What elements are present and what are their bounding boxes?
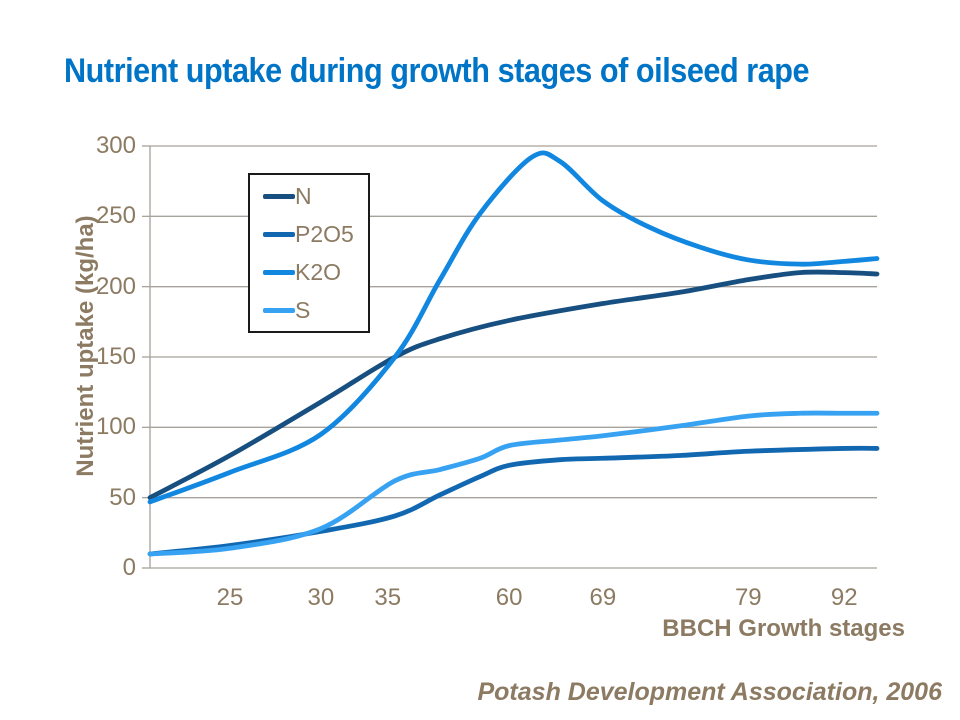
legend-item-K2O: K2O bbox=[250, 253, 368, 291]
y-tick-label-100: 100 bbox=[95, 413, 136, 441]
x-tick-label-25: 25 bbox=[216, 584, 244, 611]
y-tick-label-300: 300 bbox=[95, 132, 136, 159]
source-credit: Potash Development Association, 2006 bbox=[477, 678, 942, 706]
y-tick-label-200: 200 bbox=[95, 272, 136, 300]
legend-item-P2O5: P2O5 bbox=[250, 215, 368, 253]
legend-item-N: N bbox=[250, 177, 368, 215]
legend-line-swatch-K2O bbox=[263, 269, 295, 275]
y-tick-label-0: 0 bbox=[122, 554, 136, 581]
series-line-K2O bbox=[147, 150, 880, 505]
chart-legend: N P2O5 K2O S bbox=[248, 173, 370, 333]
legend-label-N: N bbox=[295, 182, 312, 209]
series-line-S bbox=[147, 410, 880, 557]
x-axis-title: BBCH Growth stages bbox=[662, 615, 905, 642]
chart-title: Nutrient uptake during growth stages of … bbox=[64, 52, 810, 90]
legend-label-P2O5: P2O5 bbox=[295, 220, 354, 247]
x-tick-label-69: 69 bbox=[589, 584, 617, 611]
x-tick-label-79: 79 bbox=[734, 584, 762, 611]
x-tick-label-35: 35 bbox=[374, 584, 402, 611]
y-tick-label-250: 250 bbox=[95, 202, 136, 230]
y-tick-label-50: 50 bbox=[109, 483, 136, 511]
legend-item-S: S bbox=[250, 291, 368, 329]
legend-line-swatch-N bbox=[263, 193, 295, 199]
legend-label-K2O: K2O bbox=[295, 258, 342, 285]
x-tick-label-30: 30 bbox=[307, 584, 335, 611]
legend-line-swatch-P2O5 bbox=[263, 231, 295, 237]
series-line-N bbox=[147, 269, 880, 501]
legend-line-swatch-S bbox=[263, 307, 295, 313]
x-tick-label-60: 60 bbox=[495, 584, 523, 611]
legend-label-S: S bbox=[295, 296, 311, 323]
y-tick-label-150: 150 bbox=[95, 343, 136, 370]
x-tick-label-92: 92 bbox=[830, 584, 858, 611]
